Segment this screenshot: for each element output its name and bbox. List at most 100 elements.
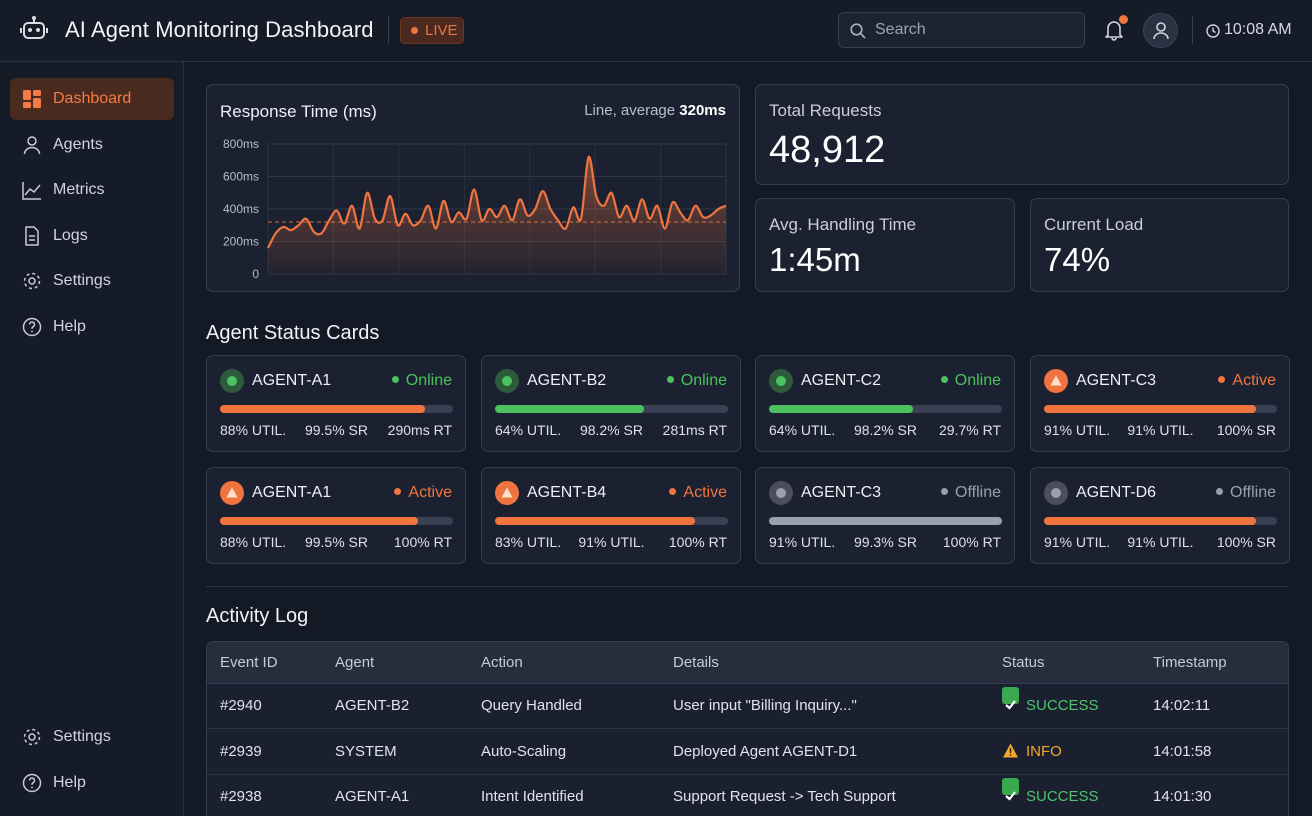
utilization-bar <box>1044 405 1277 413</box>
event-status: SUCCESS <box>1002 684 1099 728</box>
column-header[interactable]: Agent <box>335 654 375 671</box>
stat-label: Avg. Handling Time <box>769 215 917 234</box>
agent-name: AGENT-B2 <box>527 372 607 389</box>
table-row[interactable]: #2939 SYSTEM Auto-Scaling Deployed Agent AG… <box>207 730 1288 775</box>
document-icon <box>25 226 39 246</box>
agent-metric: 64% UTIL. <box>769 422 836 438</box>
agent-status: Online <box>666 372 727 390</box>
top-bar: AI Agent Monitoring Dashboard LIVE 10:08… <box>0 0 1312 62</box>
agent-card[interactable]: AGENT-D6 Offline 91% UTIL. 91% UTIL. 100% SR <box>1030 467 1290 564</box>
chart-subtitle-prefix: Line, average <box>584 102 680 119</box>
stat-label: Current Load <box>1044 215 1144 234</box>
user-icon <box>1153 22 1169 40</box>
column-header[interactable]: Action <box>481 654 523 671</box>
bell-icon[interactable] <box>1103 18 1125 42</box>
event-status-label: INFO <box>1026 742 1062 760</box>
table-header: Event ID Agent Action Details Status Tim… <box>207 642 1288 684</box>
agent-status-label: Offline <box>1230 484 1276 501</box>
y-tick-label: 400ms <box>223 202 259 216</box>
event-details: Deployed Agent AGENT-D1 <box>673 742 858 760</box>
y-tick-label: 0 <box>252 267 259 281</box>
utilization-bar-fill <box>1044 517 1257 525</box>
agent-metric: 99.5% SR <box>304 422 369 438</box>
status-dot <box>1218 376 1226 383</box>
agent-metric: 88% UTIL. <box>220 422 287 438</box>
agent-card[interactable]: AGENT-B4 Active 83% UTIL. 91% UTIL. 100% RT <box>481 467 741 564</box>
sidebar-item-dashboard[interactable]: Dashboard <box>10 78 174 120</box>
online-icon <box>769 369 793 393</box>
stat-value: 74% <box>1044 241 1111 278</box>
agent-card[interactable]: AGENT-A1 Active 88% UTIL. 99.5% SR 100% RT <box>206 467 466 564</box>
event-details: Support Request -> Tech Support <box>673 788 896 805</box>
event-agent: AGENT-B2 <box>335 697 410 714</box>
column-header[interactable]: Details <box>673 654 719 671</box>
sidebar-item-label: Settings <box>53 272 111 289</box>
app-title: AI Agent Monitoring Dashboard <box>65 17 374 42</box>
utilization-bar <box>220 405 453 413</box>
event-id: #2939 <box>220 742 262 760</box>
column-header[interactable]: Status <box>1002 654 1045 671</box>
user-avatar[interactable] <box>1143 13 1178 48</box>
sidebar: Dashboard Agents Metrics Logs Settings <box>0 62 184 816</box>
utilization-bar-fill <box>220 517 419 525</box>
event-timestamp: 14:01:58 <box>1153 742 1212 760</box>
line-chart-icon <box>22 182 41 200</box>
avg-handling-time-card: Avg. Handling Time 1:45m <box>755 198 1015 292</box>
section-divider <box>206 586 1289 587</box>
table-row[interactable]: #2940 AGENT-B2 Query Handled User input "Bi… <box>207 684 1288 729</box>
search-input[interactable] <box>875 13 1075 47</box>
agent-status: Online <box>391 372 452 390</box>
warning-icon <box>1002 733 1019 757</box>
agent-card[interactable]: AGENT-C3 Offline 91% UTIL. 99.3% SR 100% RT <box>755 467 1015 564</box>
agent-metric: 29.7% RT <box>939 422 1001 438</box>
agent-metric: 91% UTIL. <box>769 534 836 550</box>
column-header[interactable]: Event ID <box>220 654 278 671</box>
sidebar-item-help-bottom[interactable]: Help <box>10 762 174 804</box>
event-agent: SYSTEM <box>335 742 397 760</box>
check-icon <box>1002 778 1019 801</box>
agent-card[interactable]: AGENT-C3 Active 91% UTIL. 91% UTIL. 100% SR <box>1030 355 1290 452</box>
agent-metric: 91% UTIL. <box>1044 534 1111 550</box>
check-icon <box>1002 687 1019 710</box>
agent-metric: 99.3% SR <box>853 534 918 550</box>
agent-card[interactable]: AGENT-A1 Online 88% UTIL. 99.5% SR 290ms RT <box>206 355 466 452</box>
status-dot <box>1216 488 1224 495</box>
agent-card[interactable]: AGENT-C2 Online 64% UTIL. 98.2% SR 29.7% RT <box>755 355 1015 452</box>
chart-area-fill <box>268 156 726 274</box>
utilization-bar-fill <box>769 405 914 413</box>
sidebar-item-settings-bottom[interactable]: Settings <box>10 716 174 758</box>
status-dot <box>940 376 948 383</box>
utilization-bar <box>495 517 728 525</box>
clock-divider <box>1192 16 1193 44</box>
offline-icon <box>769 481 793 505</box>
agent-metric: 290ms RT <box>387 422 452 438</box>
sidebar-item-settings[interactable]: Settings <box>10 260 174 302</box>
warning-icon <box>1044 369 1068 393</box>
column-header[interactable]: Timestamp <box>1153 654 1227 671</box>
gear-icon <box>23 272 41 290</box>
user-icon <box>23 136 41 155</box>
utilization-bar-fill <box>769 517 1002 525</box>
agent-status: Offline <box>1216 484 1276 502</box>
table-row[interactable]: #2938 AGENT-A1 Intent Identified Support Re… <box>207 775 1288 816</box>
live-dot <box>411 27 418 34</box>
sidebar-item-logs[interactable]: Logs <box>10 215 174 257</box>
agent-status-label: Online <box>954 372 1001 389</box>
agent-metric: 100% SR <box>1216 422 1276 438</box>
event-agent: AGENT-A1 <box>335 788 410 805</box>
sidebar-item-label: Help <box>53 774 86 791</box>
search-box[interactable] <box>838 12 1085 48</box>
agent-status: Active <box>394 484 452 502</box>
agent-status-label: Offline <box>955 484 1001 501</box>
agent-name: AGENT-C3 <box>801 484 882 501</box>
utilization-bar-fill <box>495 405 645 413</box>
current-time: 10:08 AM <box>1224 21 1292 38</box>
status-dot <box>666 376 674 383</box>
stat-value: 48,912 <box>769 129 886 171</box>
sidebar-item-metrics[interactable]: Metrics <box>10 169 174 211</box>
utilization-bar-fill <box>495 517 696 525</box>
agent-name: AGENT-C2 <box>801 372 882 389</box>
agent-card[interactable]: AGENT-B2 Online 64% UTIL. 98.2% SR 281ms RT <box>481 355 741 452</box>
sidebar-item-help[interactable]: Help <box>10 306 174 348</box>
sidebar-item-agents[interactable]: Agents <box>10 124 174 166</box>
